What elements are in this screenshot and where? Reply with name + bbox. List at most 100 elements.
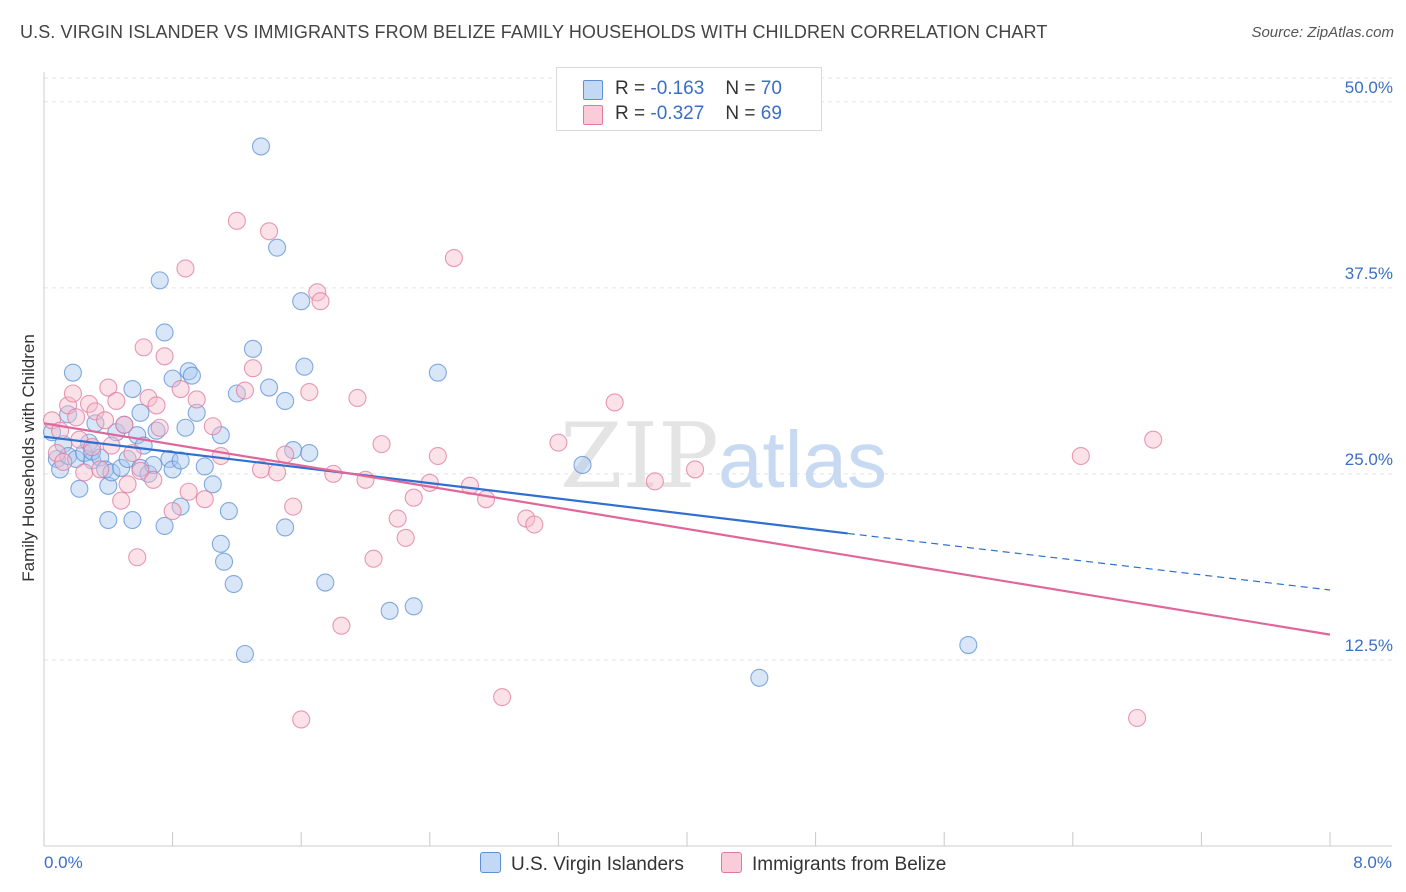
- data-point: [176, 259, 195, 278]
- data-point: [187, 390, 206, 409]
- data-point: [70, 479, 89, 498]
- data-point: [150, 271, 169, 290]
- watermark: ZIP atlas: [560, 404, 887, 509]
- data-point: [1128, 708, 1147, 728]
- data-point: [235, 644, 254, 664]
- data-point: [47, 443, 66, 463]
- data-point: [163, 502, 182, 521]
- data-point: [428, 363, 447, 382]
- correlation-legend: R = -0.163 N = 70 R = -0.327 N = 69: [556, 67, 822, 131]
- bottom-legend-swatch-blue: [480, 852, 501, 873]
- data-point: [134, 338, 153, 357]
- data-point: [171, 379, 190, 399]
- data-point: [155, 323, 174, 342]
- data-point: [311, 292, 330, 311]
- data-point: [160, 449, 179, 469]
- data-point: [227, 211, 246, 230]
- data-point: [187, 403, 206, 422]
- data-point: [348, 388, 367, 408]
- trend-line-belize: [43, 422, 1331, 636]
- data-point: [959, 636, 978, 655]
- data-point: [171, 451, 190, 470]
- data-point: [295, 357, 314, 376]
- y-tick-label: 12.5%: [1345, 636, 1393, 655]
- data-point: [235, 381, 254, 400]
- data-point: [750, 668, 769, 687]
- legend-n-value-1: 69: [760, 103, 782, 124]
- data-point: [150, 418, 169, 437]
- data-point: [115, 415, 134, 434]
- y-tick-labels: 12.5% 25.0% 37.5% 50.0%: [1345, 78, 1393, 655]
- data-point: [324, 464, 343, 483]
- data-point: [292, 292, 311, 311]
- data-point: [131, 403, 150, 422]
- data-point: [99, 510, 118, 530]
- data-point: [107, 391, 126, 411]
- chart-title: U.S. VIRGIN ISLANDER VS IMMIGRANTS FROM …: [20, 22, 1048, 42]
- bottom-legend-virgin-islanders: U.S. Virgin Islanders: [480, 852, 684, 876]
- data-point: [428, 446, 447, 466]
- data-point: [99, 378, 118, 397]
- data-point: [203, 475, 222, 494]
- data-point: [123, 510, 142, 530]
- data-point: [380, 601, 399, 620]
- data-point: [63, 384, 82, 403]
- data-point: [224, 574, 243, 594]
- data-point: [404, 597, 423, 616]
- data-point: [67, 408, 86, 427]
- data-point: [63, 363, 82, 382]
- data-point: [276, 445, 295, 464]
- legend-n-value-0: 70: [760, 78, 782, 99]
- watermark-zip: ZIP: [560, 404, 719, 509]
- data-point: [112, 491, 131, 510]
- y-tick-label: 50.0%: [1345, 78, 1393, 97]
- data-point: [292, 710, 311, 729]
- legend-n-label: N =: [725, 103, 756, 124]
- data-point: [685, 460, 705, 479]
- data-point: [195, 490, 214, 509]
- data-point: [144, 470, 163, 489]
- data-point: [364, 549, 383, 568]
- data-point: [493, 688, 512, 707]
- data-point: [118, 449, 137, 469]
- trend-line-virgin-islanders-extension: [847, 532, 1331, 591]
- source-label: Source: ZipAtlas.com: [1251, 24, 1394, 41]
- series-virgin-islanders-points: [42, 137, 978, 687]
- data-point: [605, 393, 624, 412]
- data-point: [372, 435, 391, 454]
- bottom-legend-label-1: Immigrants from Belize: [752, 854, 947, 875]
- x-axis-ticks: [43, 832, 1331, 846]
- data-point: [155, 347, 174, 366]
- data-point: [316, 573, 335, 592]
- data-point: [211, 534, 230, 553]
- data-point: [203, 417, 222, 436]
- data-point: [645, 472, 664, 491]
- data-point: [195, 457, 214, 476]
- data-point: [179, 482, 198, 501]
- legend-r-value-1: -0.327: [650, 103, 705, 124]
- data-point: [444, 249, 463, 268]
- data-point: [284, 497, 303, 516]
- data-point: [182, 366, 201, 385]
- data-point: [176, 418, 195, 437]
- data-point: [128, 548, 147, 567]
- data-point: [300, 443, 319, 463]
- data-point: [268, 238, 287, 257]
- data-point: [131, 461, 150, 480]
- data-point: [573, 455, 592, 475]
- data-point: [396, 528, 415, 547]
- data-point: [79, 394, 99, 413]
- data-point: [332, 616, 351, 635]
- legend-swatch-blue: [583, 80, 603, 100]
- bottom-legend-belize: Immigrants from Belize: [721, 852, 946, 876]
- data-point: [243, 339, 263, 358]
- data-point: [276, 391, 295, 411]
- data-point: [96, 411, 115, 430]
- data-point: [259, 222, 279, 241]
- data-point: [99, 476, 118, 495]
- legend-swatch-pink: [583, 105, 603, 125]
- data-point: [1071, 446, 1090, 466]
- data-point: [251, 137, 271, 156]
- y-tick-label: 25.0%: [1345, 450, 1393, 469]
- data-point: [123, 379, 142, 399]
